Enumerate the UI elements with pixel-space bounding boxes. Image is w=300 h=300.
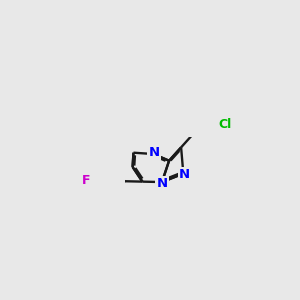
Text: N: N	[157, 177, 168, 190]
Text: N: N	[148, 146, 160, 159]
Text: F: F	[82, 174, 91, 187]
Text: Cl: Cl	[218, 118, 232, 131]
Text: N: N	[179, 168, 190, 181]
